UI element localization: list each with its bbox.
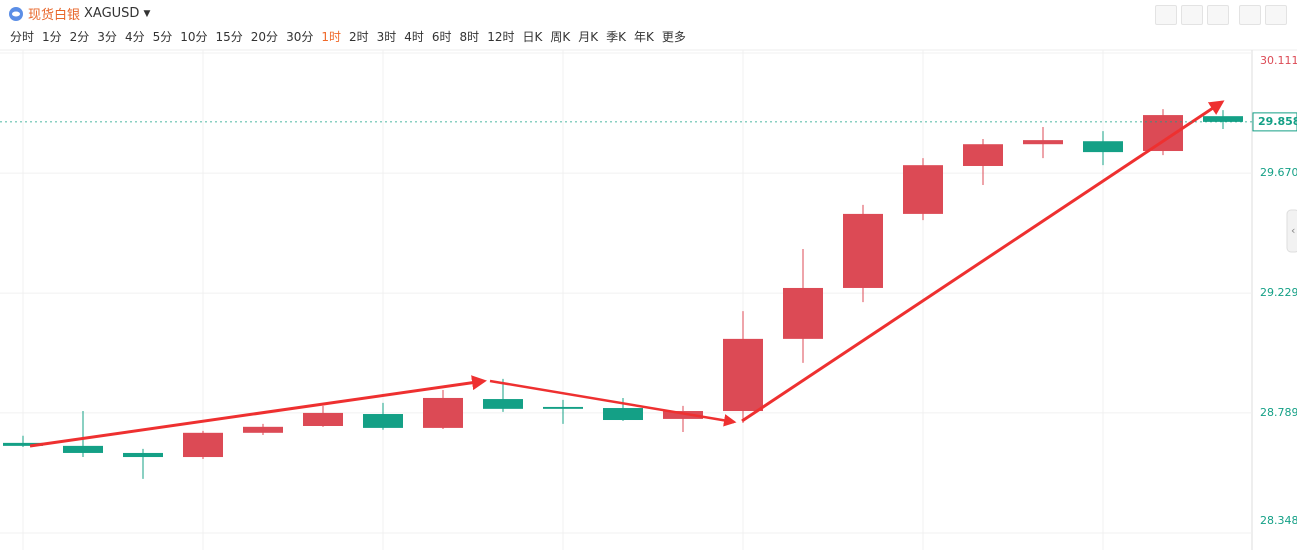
timeframe-tab[interactable]: 2时 [348, 30, 369, 44]
candle-body [183, 432, 223, 458]
candle-body [303, 412, 343, 427]
timeframe-tab[interactable]: 月K [578, 30, 599, 44]
timeframe-tab[interactable]: 3时 [376, 30, 397, 44]
last-price-box [1252, 112, 1297, 132]
timeframe-tab[interactable]: 15分 [215, 30, 243, 44]
y-axis: 28.348 28.789 29.229 29.670 30.111 29.858 [0, 54, 1297, 527]
arrow [489, 379, 737, 427]
timeframe-tab[interactable]: 分时 [10, 30, 35, 44]
timeframe-tab[interactable]: 30分 [286, 30, 314, 44]
candle-body [423, 397, 463, 428]
timeframe-tab[interactable]: 4分 [124, 30, 145, 44]
arrow [741, 100, 1225, 423]
candle-body [63, 445, 103, 453]
top-bar: 现货白银 XAGUSD ▼ [0, 0, 1297, 26]
candle-body [3, 442, 43, 446]
timeframe-tab[interactable]: 6时 [431, 30, 452, 44]
timeframe-tab[interactable]: 年K [633, 30, 654, 44]
close-button[interactable] [1265, 5, 1287, 25]
timeframe-tab[interactable]: 10分 [180, 30, 208, 44]
tool-button[interactable] [1207, 5, 1229, 25]
y-tick-label: 29.229 [1260, 286, 1297, 299]
y-tick-label: 28.348 [1260, 514, 1297, 527]
timeframe-tab[interactable]: 8时 [459, 30, 480, 44]
symbol-icon [9, 6, 23, 21]
side-handle-arrow: ‹ [1291, 224, 1295, 237]
candle-body [963, 144, 1003, 166]
candle-body [783, 287, 823, 339]
timeframe-tab[interactable]: 日K [522, 30, 543, 44]
expand-button[interactable] [1239, 5, 1261, 25]
timeframe-tab[interactable]: 1分 [42, 30, 62, 44]
candle-body [663, 411, 703, 419]
candle-body [1083, 141, 1123, 153]
candle-body [243, 426, 283, 433]
symbol-name: 现货白银 [28, 8, 81, 23]
timeframe-tab[interactable]: 3分 [97, 30, 117, 44]
side-handle[interactable] [1286, 209, 1297, 253]
grid [0, 50, 1252, 550]
candle-body [363, 414, 403, 428]
tool-button[interactable] [1181, 5, 1203, 25]
y-tick-label: 28.789 [1260, 406, 1297, 419]
candle-body [603, 408, 643, 421]
symbol-selector[interactable]: 现货白银 XAGUSD ▼ [8, 4, 150, 23]
timeframe-tab[interactable]: 5分 [152, 30, 173, 44]
dropdown-caret: ▼ [143, 8, 151, 19]
candle-body [843, 213, 883, 288]
arrow [29, 375, 487, 448]
timeframe-tab[interactable]: 4时 [404, 30, 424, 44]
candle-body [1203, 116, 1243, 122]
candle-body [723, 338, 763, 412]
last-price-label: 29.858 [1258, 115, 1297, 128]
timeframe-tab[interactable]: 季K [606, 30, 626, 44]
timeframe-tab[interactable]: 1时 [321, 30, 341, 44]
tool-button[interactable] [1155, 5, 1177, 25]
trend-arrows [29, 100, 1225, 448]
candle-body [1023, 140, 1063, 145]
toolbar [1155, 5, 1287, 25]
timeframe-tab[interactable]: 20分 [250, 30, 279, 44]
timeframe-tab[interactable]: 12时 [487, 30, 515, 44]
timeframe-tab[interactable]: 2分 [69, 30, 90, 44]
timeframe-tab[interactable]: 周K [550, 30, 571, 44]
candle-body [543, 406, 583, 409]
timeframe-tab[interactable]: 更多 [661, 30, 686, 44]
y-tick-label: 29.670 [1260, 166, 1297, 179]
candle-body [903, 165, 943, 214]
candle-body [123, 452, 163, 458]
timeframe-tabs: 分时 1分 2分 3分 4分 5分 10分 15分 20分 30分 1时 2时 3时 4时 6时 8时 12时日… [10, 28, 686, 45]
y-tick-label: 30.111 [1260, 54, 1297, 67]
symbol-code: XAGUSD [84, 6, 140, 21]
candle-body [483, 399, 523, 409]
